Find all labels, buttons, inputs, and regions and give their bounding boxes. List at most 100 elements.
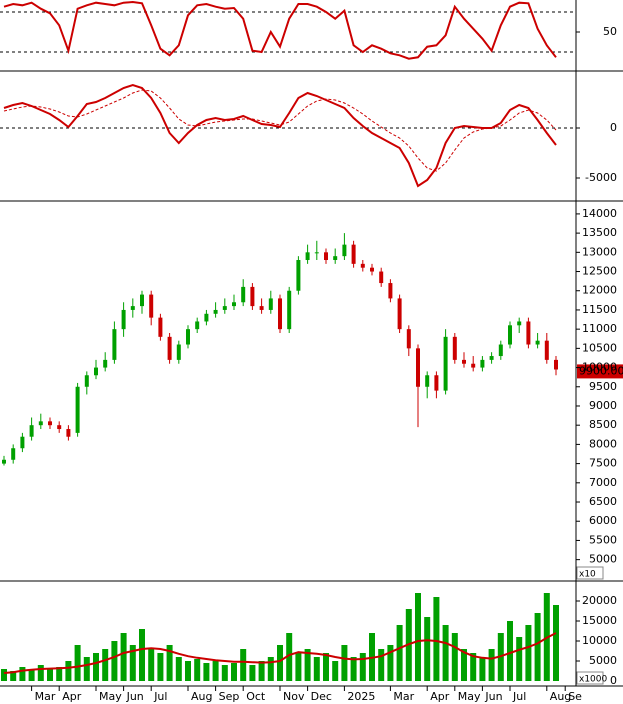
- last-price-box: [577, 364, 623, 379]
- volume-bar: [185, 661, 191, 681]
- y-tick-label: 5500: [589, 533, 617, 546]
- volume-bar: [323, 653, 329, 681]
- volume-bar: [120, 633, 127, 681]
- y-tick-label: 7000: [589, 476, 617, 489]
- candle-body: [84, 375, 89, 387]
- y-tick-label: 15000: [582, 614, 617, 627]
- volume-bar: [424, 617, 431, 681]
- volume-bar: [166, 645, 173, 681]
- y-tick-label: 20000: [582, 594, 617, 607]
- candle-body: [452, 336, 457, 360]
- y-tick-label: 13000: [582, 245, 617, 258]
- candle-body: [167, 336, 172, 360]
- candle-body: [250, 286, 255, 307]
- candle-body: [324, 252, 328, 261]
- candle-body: [333, 256, 338, 261]
- candle-body: [397, 298, 402, 330]
- volume-bar: [488, 649, 495, 681]
- volume-bar: [553, 605, 559, 681]
- candle-body: [296, 260, 301, 291]
- candle-body: [232, 302, 236, 307]
- volume-bar: [332, 661, 339, 681]
- x-tick-label: Jun: [484, 690, 502, 703]
- volume-bar: [350, 657, 357, 681]
- candle-body: [351, 244, 356, 264]
- y-tick-label: 5000: [589, 553, 617, 566]
- volume-bar: [470, 653, 477, 681]
- candle-body: [103, 359, 108, 368]
- volume-bar: [378, 649, 385, 681]
- y-tick-label: -5000: [585, 171, 617, 184]
- volume-bar: [433, 597, 440, 681]
- volume-bar: [129, 645, 136, 681]
- candle-body: [443, 336, 448, 391]
- volume-bar: [359, 653, 366, 681]
- indicator-line: [3, 89, 557, 172]
- candle-body: [11, 448, 16, 460]
- x-tick-label: Nov: [283, 690, 305, 703]
- volume-bar: [102, 649, 109, 681]
- candle-body: [66, 429, 71, 437]
- candle-body: [2, 459, 6, 464]
- candle-body: [195, 321, 200, 330]
- candle-body: [406, 329, 411, 349]
- candle-body: [112, 329, 117, 360]
- candle-body: [121, 309, 126, 330]
- volume-bar: [47, 669, 53, 681]
- scale-note-box: [576, 671, 604, 685]
- volume-bar: [10, 671, 17, 681]
- candle-body: [360, 263, 365, 268]
- y-tick-label: 0: [610, 674, 617, 687]
- volume-bar: [83, 657, 90, 681]
- x-tick-label: Oct: [246, 690, 266, 703]
- x-tick-label: May: [458, 690, 481, 703]
- candle-body: [241, 286, 246, 303]
- volume-bar: [295, 653, 302, 681]
- x-tick-label: Apr: [430, 690, 450, 703]
- volume-bar: [157, 653, 164, 681]
- x-tick-label: Jul: [153, 690, 167, 703]
- candle-body: [158, 317, 163, 337]
- y-tick-label: 14000: [582, 207, 617, 220]
- volume-bar: [461, 649, 467, 681]
- volume-bar: [231, 663, 237, 681]
- candle-body: [370, 267, 374, 272]
- candle-body: [130, 306, 135, 310]
- volume-bar: [534, 613, 541, 681]
- candle-body: [544, 340, 549, 360]
- candle-body: [20, 436, 25, 449]
- volume-bar: [194, 659, 201, 681]
- candle-body: [287, 290, 292, 330]
- volume-bar: [415, 593, 421, 681]
- candle-body: [416, 348, 420, 387]
- candle-body: [526, 321, 531, 345]
- x-tick-label: 2025: [347, 690, 375, 703]
- candle-body: [213, 309, 218, 314]
- candle-body: [57, 425, 62, 430]
- volume-bar: [304, 649, 311, 681]
- volume-bar: [203, 663, 210, 681]
- candle-body: [489, 356, 494, 360]
- candle-body: [176, 344, 181, 360]
- y-tick-label: 10000: [582, 634, 617, 647]
- x-tick-label: Mar: [35, 690, 56, 703]
- y-tick-label: 8000: [589, 437, 617, 450]
- y-tick-label: 11500: [582, 303, 617, 316]
- candle-body: [535, 340, 540, 345]
- y-tick-label: 8500: [589, 418, 617, 431]
- volume-bar: [286, 633, 293, 681]
- scale-note-box: [576, 566, 604, 580]
- volume-bar: [258, 661, 265, 681]
- volume-bar: [451, 633, 458, 681]
- candle-body: [149, 294, 154, 318]
- candle-body: [379, 271, 384, 284]
- candle-body: [186, 329, 190, 345]
- x-tick-label: Mar: [393, 690, 414, 703]
- x-tick-label: Apr: [62, 690, 82, 703]
- y-tick-label: 7500: [589, 457, 617, 470]
- candle-body: [314, 252, 319, 254]
- volume-bar: [277, 645, 283, 681]
- x-tick-label: Aug: [191, 690, 212, 703]
